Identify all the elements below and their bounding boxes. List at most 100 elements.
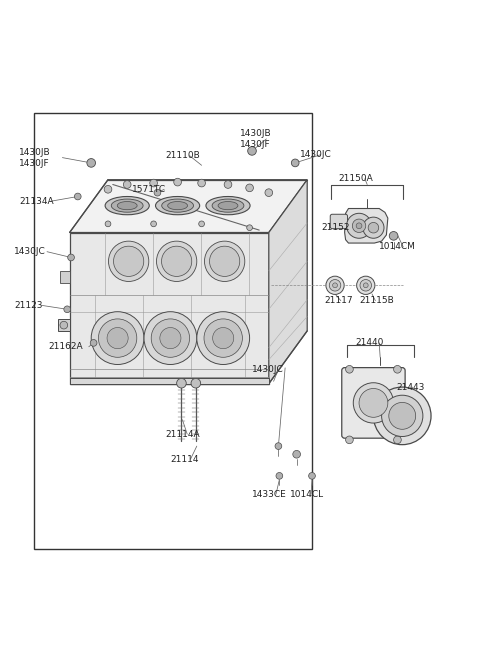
Circle shape [107,328,128,349]
Circle shape [191,378,201,388]
Text: 21115B: 21115B [359,296,394,305]
Circle shape [265,189,273,196]
Circle shape [352,219,366,233]
Circle shape [74,193,81,200]
Text: 1014CL: 1014CL [290,489,324,499]
Circle shape [113,246,144,277]
Circle shape [360,279,372,291]
Circle shape [177,378,186,388]
Circle shape [90,340,97,346]
Text: 1430JB
1430JF: 1430JB 1430JF [240,129,272,148]
Circle shape [64,306,71,313]
Polygon shape [269,180,307,384]
Ellipse shape [218,202,238,210]
Polygon shape [70,180,307,233]
Text: 1433CE: 1433CE [252,489,287,499]
Circle shape [174,178,181,186]
Circle shape [357,276,375,294]
Circle shape [275,443,282,449]
Circle shape [347,214,372,238]
Circle shape [373,387,431,445]
Circle shape [91,311,144,365]
Circle shape [209,246,240,277]
Circle shape [68,254,74,261]
Circle shape [276,472,283,479]
Circle shape [151,319,190,357]
Text: 21114: 21114 [170,455,199,464]
Polygon shape [345,208,388,243]
Circle shape [368,223,379,233]
Circle shape [198,179,205,187]
Text: 21440: 21440 [355,338,384,348]
Ellipse shape [156,196,200,215]
Text: 21123: 21123 [14,301,43,310]
Circle shape [108,241,149,281]
Circle shape [154,189,161,196]
Text: 1430JB
1430JF: 1430JB 1430JF [19,148,51,168]
Circle shape [248,147,256,155]
Circle shape [359,388,388,417]
Circle shape [346,436,353,443]
Polygon shape [70,233,269,384]
Circle shape [156,241,197,281]
Ellipse shape [117,202,137,210]
Ellipse shape [162,199,193,212]
Circle shape [247,225,252,231]
Circle shape [144,311,197,365]
Circle shape [333,283,337,288]
Circle shape [382,396,423,436]
Text: 21152: 21152 [322,223,350,232]
Circle shape [160,328,181,349]
Circle shape [291,159,299,167]
Circle shape [204,319,242,357]
Ellipse shape [212,199,244,212]
Circle shape [98,319,137,357]
Circle shape [60,321,68,329]
Text: 21134A: 21134A [19,197,54,206]
Circle shape [394,436,401,443]
Circle shape [123,181,131,189]
Ellipse shape [168,202,188,210]
Ellipse shape [105,196,149,215]
Polygon shape [70,378,269,384]
Polygon shape [58,319,70,331]
Text: 1430JC: 1430JC [300,150,332,159]
Text: 21150A: 21150A [338,174,373,183]
Circle shape [151,221,156,227]
FancyBboxPatch shape [330,214,348,229]
Circle shape [87,158,96,168]
Circle shape [394,365,401,373]
Circle shape [346,365,353,373]
Circle shape [326,276,344,294]
Text: 21443: 21443 [396,382,424,392]
Text: 1014CM: 1014CM [379,242,416,252]
Text: 21162A: 21162A [48,342,83,351]
Circle shape [224,181,232,189]
Bar [34,112,312,549]
Circle shape [199,221,204,227]
Circle shape [309,472,315,479]
Text: 21117: 21117 [324,296,353,305]
Circle shape [150,179,157,187]
Circle shape [197,311,250,365]
Ellipse shape [206,196,250,215]
Circle shape [329,279,341,291]
Text: 1430JC: 1430JC [252,365,284,374]
Circle shape [104,185,112,193]
Circle shape [161,246,192,277]
Circle shape [353,383,394,423]
Text: 1430JC: 1430JC [14,247,46,256]
Circle shape [389,403,416,429]
Text: 21114A: 21114A [166,430,200,439]
Circle shape [246,184,253,192]
Circle shape [213,328,234,349]
Circle shape [363,217,384,238]
Circle shape [105,221,111,227]
FancyBboxPatch shape [342,368,405,438]
Circle shape [363,283,368,288]
Ellipse shape [111,199,143,212]
Circle shape [356,223,362,229]
Circle shape [389,231,398,240]
Text: 1571TC: 1571TC [132,185,166,194]
Circle shape [293,451,300,458]
